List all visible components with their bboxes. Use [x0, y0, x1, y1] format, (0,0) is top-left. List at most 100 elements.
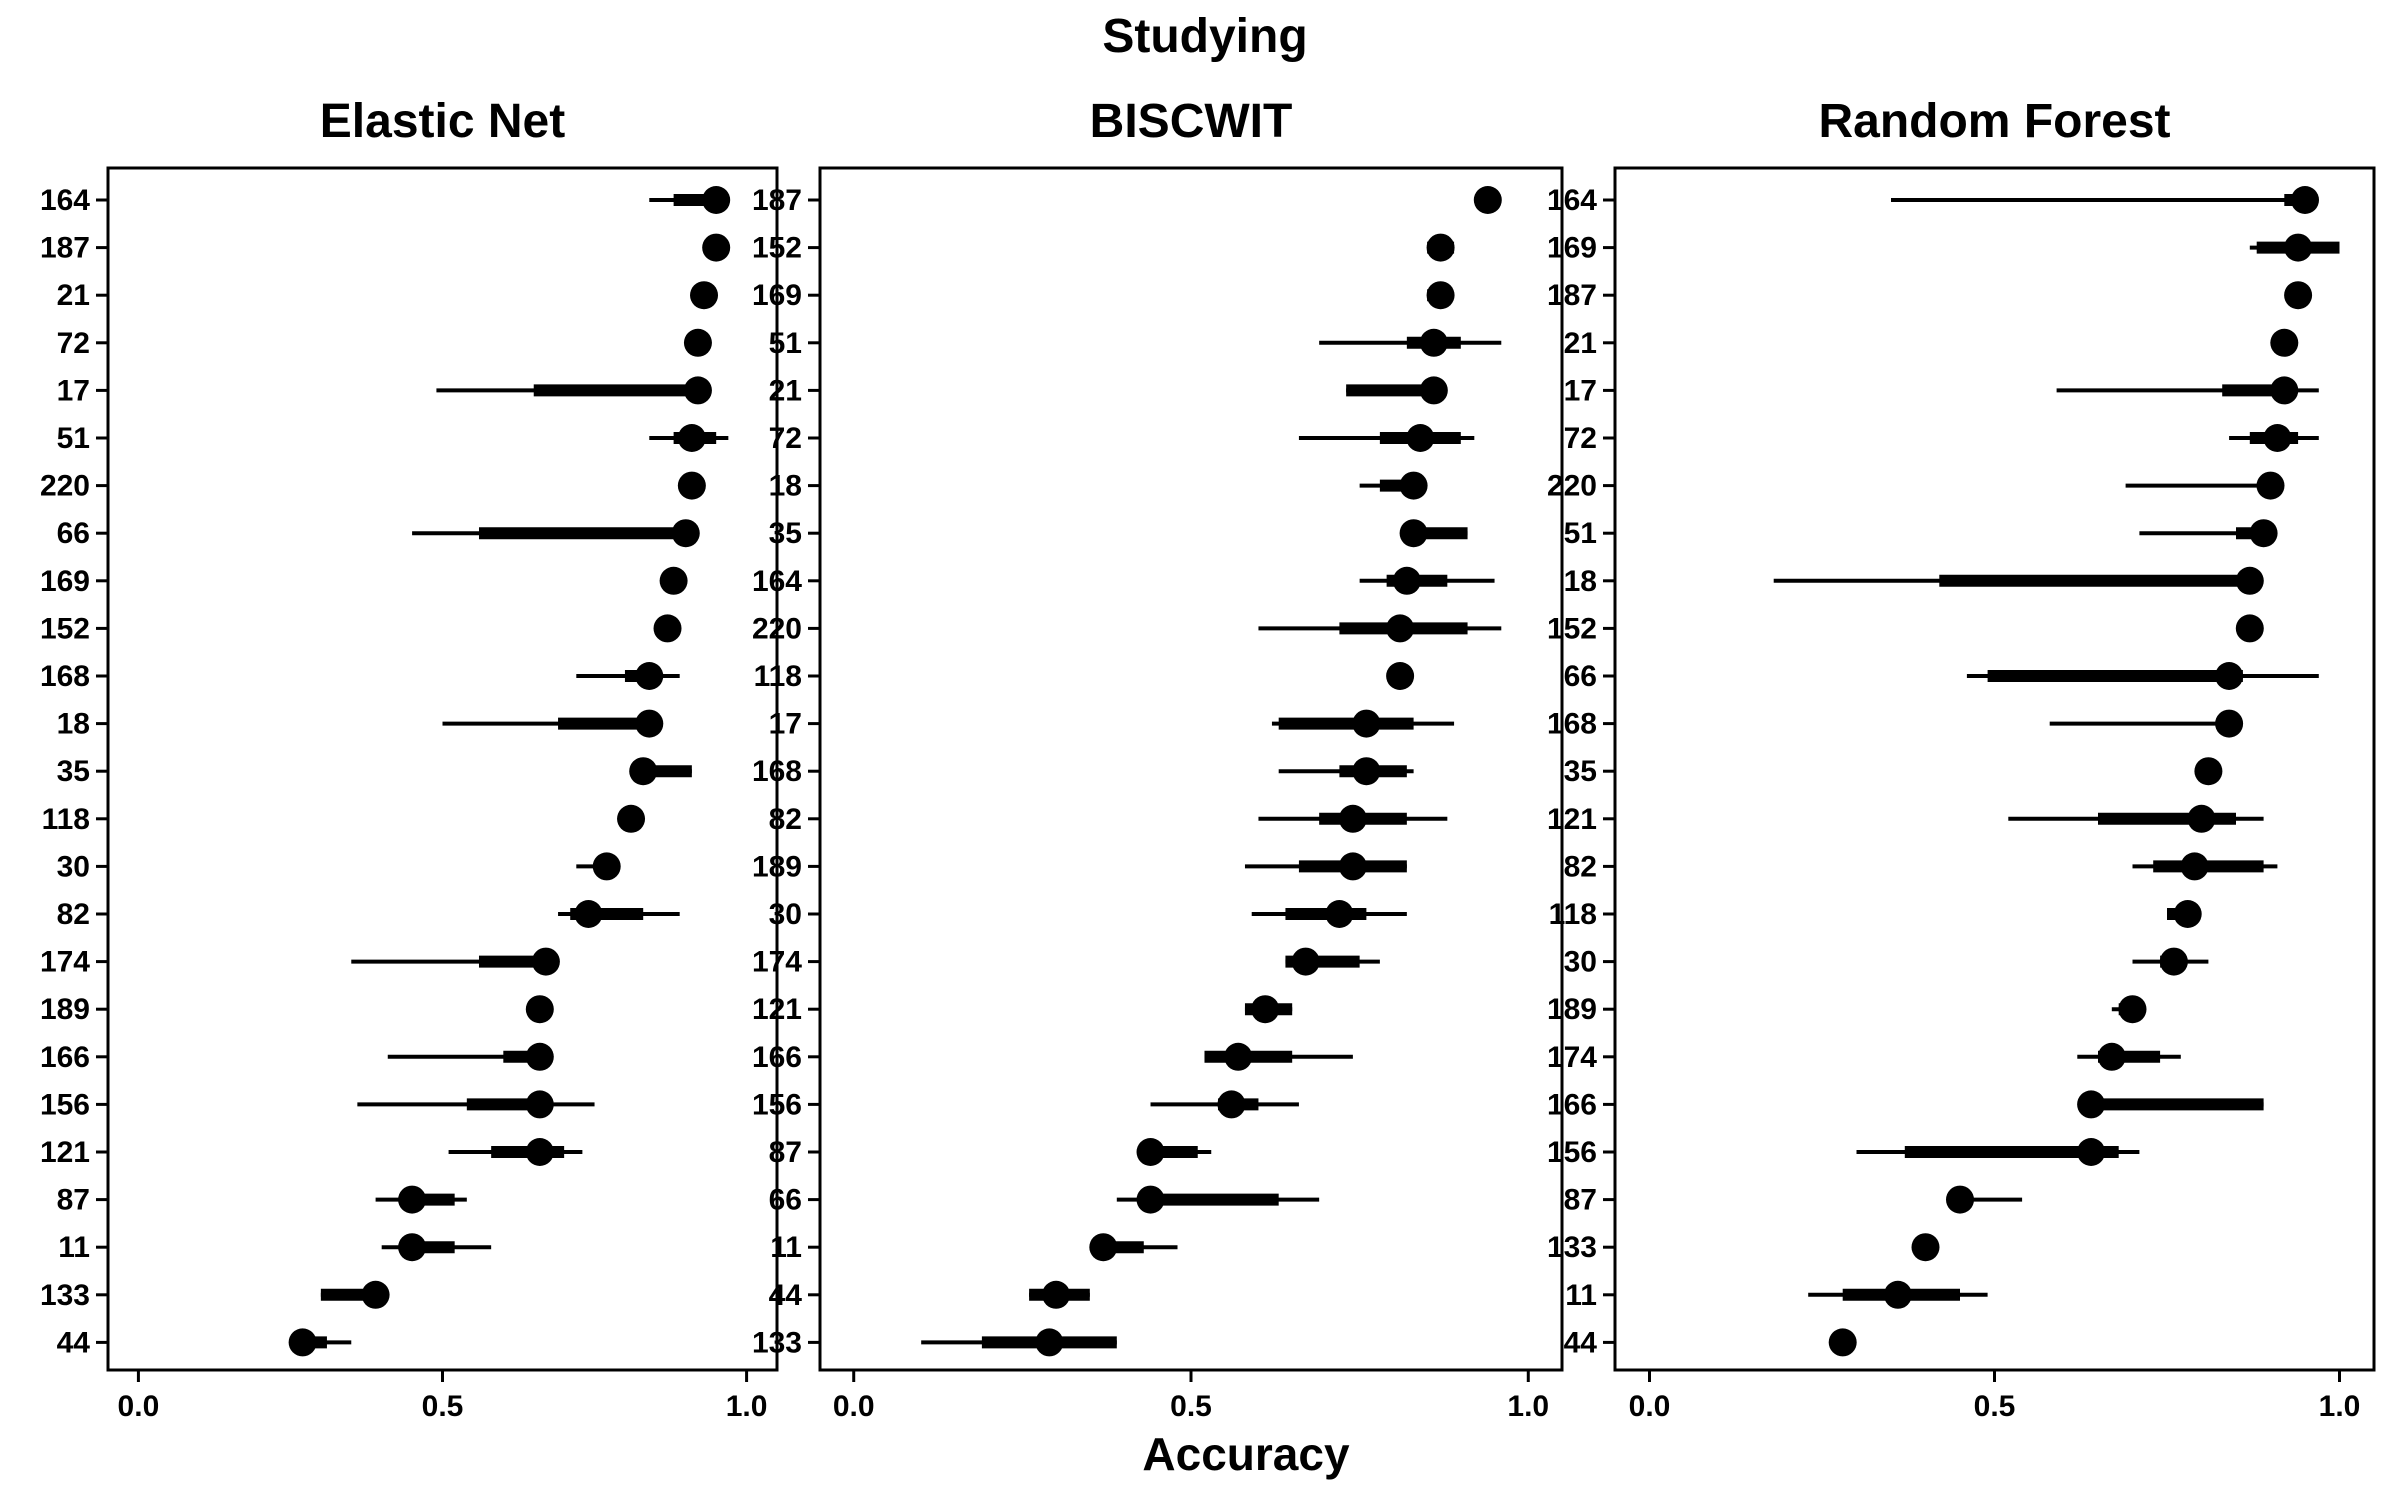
data-row: 30 [1564, 946, 2209, 979]
point-estimate [690, 281, 719, 310]
y-tick-label: 11 [58, 1231, 90, 1264]
y-tick-label: 35 [57, 755, 90, 788]
y-tick-label: 87 [1564, 1184, 1597, 1217]
data-row: 174 [40, 946, 560, 979]
data-row: 174 [1547, 1041, 2181, 1074]
x-tick-label: 1.0 [1507, 1390, 1549, 1423]
data-row: 82 [57, 898, 680, 931]
data-row: 152 [1547, 612, 2264, 645]
y-tick-label: 164 [752, 565, 802, 598]
point-estimate [1224, 1042, 1253, 1071]
point-estimate [629, 757, 658, 786]
panel-frame [1613, 166, 2376, 1372]
y-tick-label: 152 [752, 232, 802, 265]
point-estimate [1911, 1233, 1940, 1262]
y-tick-label: 51 [1564, 517, 1597, 550]
point-estimate [2270, 328, 2299, 357]
x-axis-label: Accuracy [1142, 1428, 1350, 1480]
y-tick-label: 121 [40, 1136, 90, 1169]
y-tick-label: 11 [1565, 1279, 1597, 1312]
data-row: 72 [1564, 422, 2319, 455]
data-row: 11 [770, 1231, 1178, 1264]
point-estimate [1338, 852, 1367, 881]
y-tick-label: 121 [1547, 803, 1597, 836]
point-estimate [2077, 1138, 2106, 1166]
point-estimate [1217, 1090, 1246, 1119]
data-row: 118 [1549, 898, 2202, 931]
panel-3: Random Forest 0.0 0.5 1.0 164 169 187 21 17 72 220… [1547, 95, 2376, 1423]
point-estimate [617, 804, 646, 833]
data-row: 220 [752, 612, 1502, 645]
data-row: 166 [752, 1041, 1353, 1074]
y-tick-label: 72 [1564, 422, 1597, 455]
point-estimate [2270, 376, 2299, 405]
point-estimate [677, 471, 706, 500]
point-estimate [2215, 662, 2244, 690]
x-tick-label: 0.0 [1629, 1390, 1671, 1423]
data-row: 187 [1547, 279, 2313, 312]
y-tick-label: 118 [754, 660, 802, 693]
x-tick-label: 1.0 [726, 1390, 768, 1423]
data-row: 44 [1564, 1326, 1857, 1359]
point-estimate [1035, 1328, 1064, 1357]
data-row: 133 [40, 1279, 390, 1312]
point-estimate [1426, 281, 1455, 310]
y-tick-label: 87 [769, 1136, 802, 1169]
data-row: 220 [40, 470, 706, 503]
y-tick-label: 44 [1564, 1326, 1598, 1359]
y-tick-label: 168 [752, 755, 802, 788]
point-estimate [1042, 1280, 1071, 1309]
data-row: 51 [1564, 517, 2278, 550]
y-tick-label: 152 [1547, 612, 1597, 645]
point-estimate [2249, 519, 2278, 548]
point-estimate [1386, 614, 1415, 643]
x-tick-label: 0.5 [1974, 1390, 2016, 1423]
point-estimate [1386, 662, 1415, 690]
data-row: 66 [1564, 660, 2319, 693]
point-estimate [1291, 947, 1320, 976]
y-tick-label: 35 [1564, 755, 1597, 788]
y-tick-label: 51 [769, 327, 802, 360]
point-estimate [2159, 947, 2188, 976]
y-tick-label: 87 [57, 1184, 90, 1217]
data-row: 35 [57, 755, 692, 788]
data-row: 35 [769, 517, 1468, 550]
point-estimate [1352, 709, 1381, 738]
point-estimate [1426, 233, 1455, 262]
point-estimate [2291, 186, 2319, 214]
data-row: 44 [57, 1326, 352, 1359]
x-tick-label: 0.5 [422, 1390, 464, 1423]
data-row: 66 [769, 1184, 1320, 1217]
data-row: 220 [1547, 470, 2285, 503]
y-tick-label: 166 [40, 1041, 90, 1074]
y-tick-label: 166 [1547, 1088, 1597, 1121]
point-estimate [1325, 900, 1354, 928]
point-estimate [592, 852, 621, 881]
y-tick-label: 18 [769, 470, 802, 503]
point-estimate [635, 662, 664, 690]
data-row: 166 [1547, 1088, 2264, 1121]
y-tick-label: 156 [752, 1088, 802, 1121]
y-tick-label: 166 [752, 1041, 802, 1074]
data-row: 164 [752, 565, 1495, 598]
data-row: 82 [769, 803, 1448, 836]
point-estimate [1828, 1328, 1857, 1357]
y-tick-label: 82 [57, 898, 90, 931]
point-estimate [2194, 757, 2223, 786]
data-row: 66 [57, 517, 700, 550]
y-tick-label: 66 [769, 1184, 802, 1217]
panel-title: Random Forest [1818, 95, 2170, 148]
point-estimate [1338, 804, 1367, 833]
y-tick-label: 44 [57, 1326, 91, 1359]
point-estimate [1419, 328, 1448, 357]
y-tick-label: 44 [769, 1279, 803, 1312]
data-row: 87 [1564, 1184, 2023, 1217]
data-row: 21 [1564, 327, 2299, 360]
y-tick-label: 18 [57, 708, 90, 741]
y-tick-label: 169 [1547, 232, 1597, 265]
point-estimate [1473, 186, 1502, 214]
y-tick-label: 72 [769, 422, 802, 455]
y-tick-label: 21 [769, 374, 802, 407]
data-row: 168 [752, 755, 1414, 788]
